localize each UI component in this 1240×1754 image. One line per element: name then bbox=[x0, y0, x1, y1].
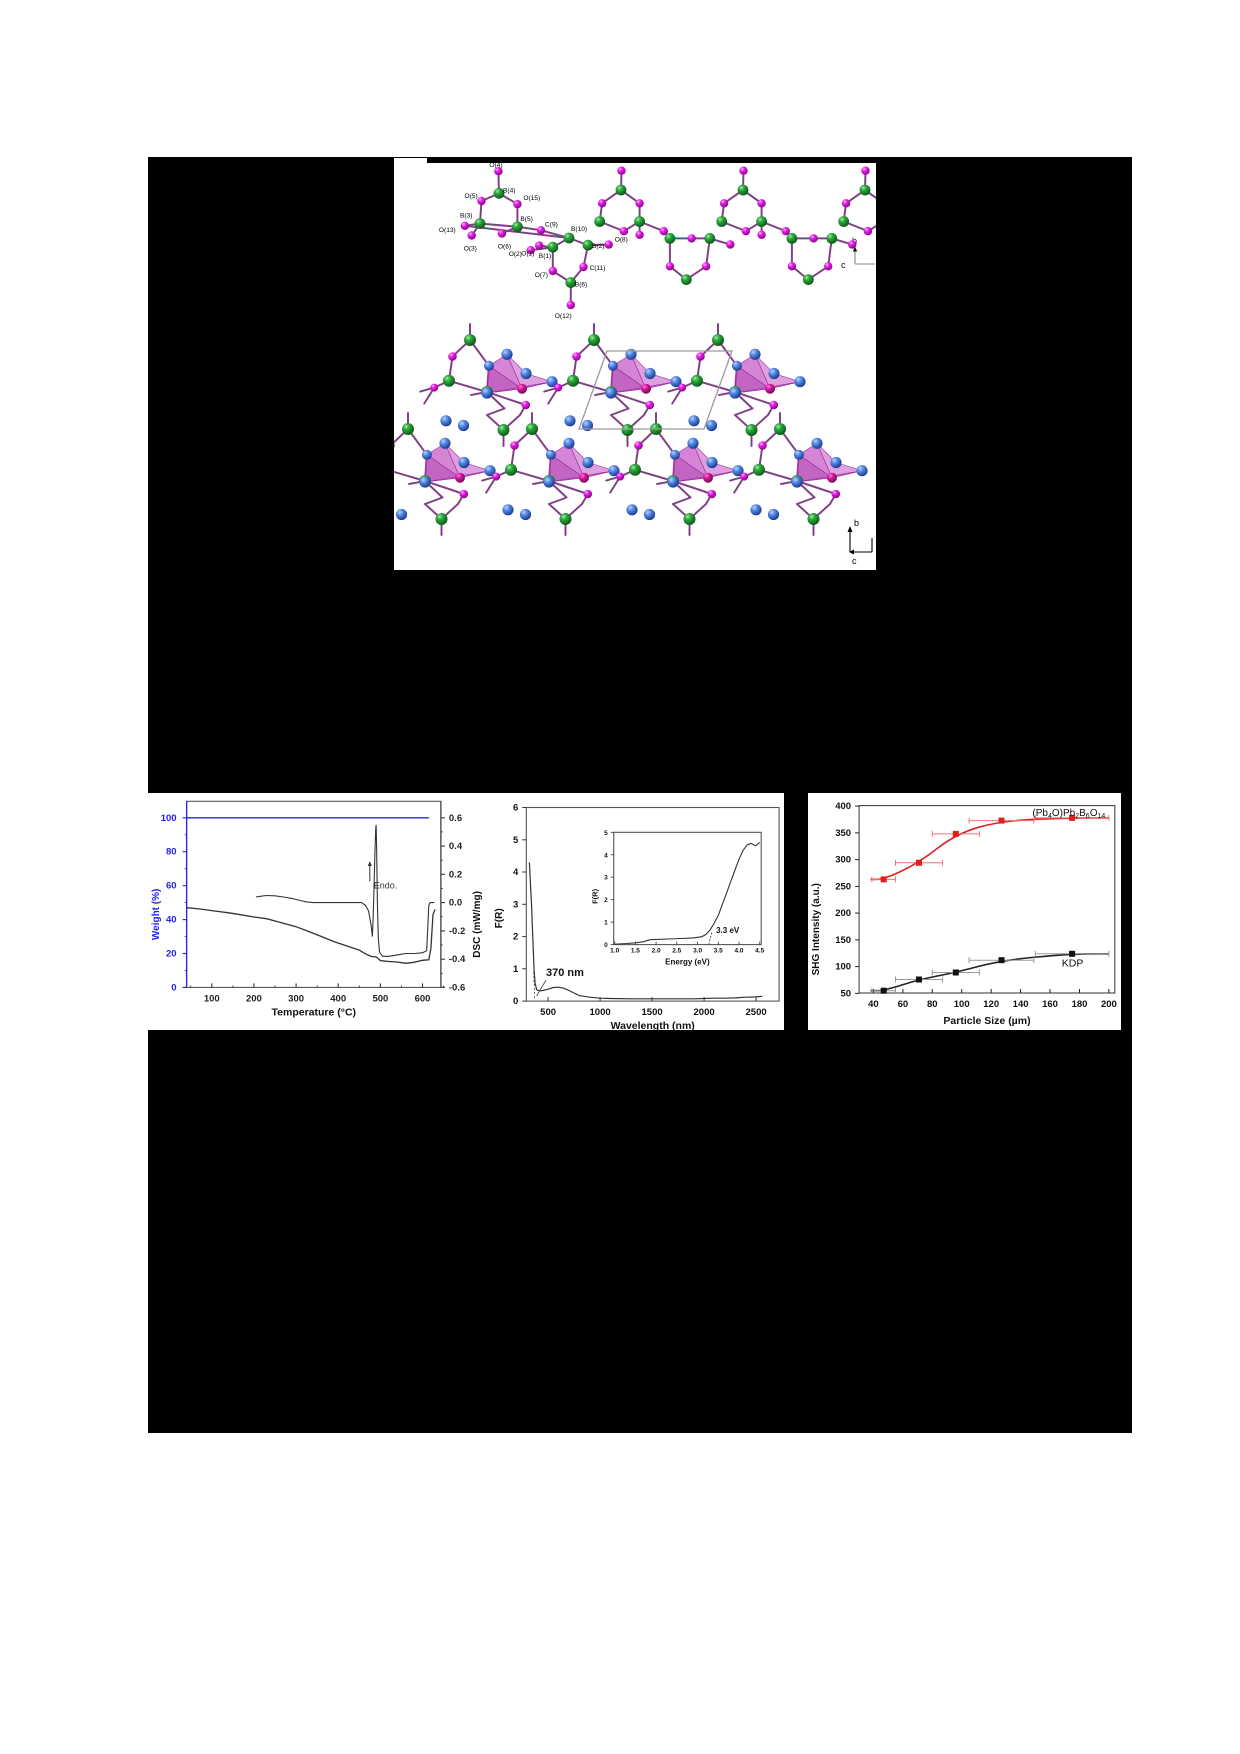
svg-text:2.5: 2.5 bbox=[672, 948, 681, 955]
svg-text:6: 6 bbox=[513, 803, 518, 814]
svg-text:3.0: 3.0 bbox=[693, 948, 702, 955]
svg-text:2: 2 bbox=[513, 932, 518, 943]
svg-text:B(10): B(10) bbox=[571, 226, 587, 233]
svg-text:350: 350 bbox=[835, 828, 851, 839]
svg-text:500: 500 bbox=[372, 993, 388, 1004]
svg-text:O(1): O(1) bbox=[521, 251, 534, 258]
svg-text:500: 500 bbox=[540, 1007, 556, 1018]
svg-text:O(7): O(7) bbox=[535, 272, 548, 279]
svg-text:400: 400 bbox=[330, 993, 346, 1004]
svg-text:1.0: 1.0 bbox=[610, 948, 619, 955]
svg-text:200: 200 bbox=[835, 908, 851, 919]
svg-text:B(2): B(2) bbox=[592, 243, 604, 250]
svg-text:40: 40 bbox=[868, 999, 879, 1010]
svg-text:5: 5 bbox=[604, 830, 608, 837]
svg-text:2000: 2000 bbox=[694, 1007, 715, 1018]
svg-text:20: 20 bbox=[166, 949, 177, 960]
svg-text:B(1): B(1) bbox=[539, 253, 551, 260]
svg-text:150: 150 bbox=[835, 935, 851, 946]
svg-text:-0.2: -0.2 bbox=[449, 926, 465, 937]
svg-text:3.3 eV: 3.3 eV bbox=[716, 926, 740, 935]
svg-text:2.0: 2.0 bbox=[652, 948, 661, 955]
svg-text:c: c bbox=[841, 260, 846, 270]
svg-text:250: 250 bbox=[835, 881, 851, 892]
svg-text:O(6): O(6) bbox=[498, 244, 511, 251]
svg-text:O(5): O(5) bbox=[465, 193, 478, 200]
svg-text:3: 3 bbox=[604, 875, 608, 882]
svg-text:1500: 1500 bbox=[642, 1007, 663, 1018]
svg-text:180: 180 bbox=[1072, 999, 1088, 1010]
svg-text:Wavelength (nm): Wavelength (nm) bbox=[611, 1020, 695, 1030]
svg-text:300: 300 bbox=[835, 855, 851, 866]
svg-text:100: 100 bbox=[204, 993, 220, 1004]
svg-text:B(5): B(5) bbox=[520, 216, 532, 223]
svg-text:KDP: KDP bbox=[1062, 958, 1084, 970]
svg-text:80: 80 bbox=[927, 999, 938, 1010]
svg-text:C(11): C(11) bbox=[590, 265, 606, 272]
svg-text:40: 40 bbox=[166, 915, 177, 926]
svg-text:0.0: 0.0 bbox=[449, 898, 462, 909]
svg-text:120: 120 bbox=[983, 999, 999, 1010]
svg-text:Particle Size (µm): Particle Size (µm) bbox=[943, 1015, 1030, 1027]
svg-text:0.4: 0.4 bbox=[449, 841, 463, 852]
svg-text:B(3): B(3) bbox=[460, 213, 472, 220]
svg-text:O(12): O(12) bbox=[555, 313, 572, 320]
svg-text:100: 100 bbox=[161, 813, 177, 824]
svg-text:3.5: 3.5 bbox=[714, 948, 723, 955]
svg-text:b: b bbox=[854, 518, 859, 528]
svg-text:-0.4: -0.4 bbox=[449, 954, 466, 965]
svg-text:100: 100 bbox=[954, 999, 970, 1010]
svg-text:DSC (mW/mg): DSC (mW/mg) bbox=[472, 891, 483, 958]
svg-text:O(15): O(15) bbox=[523, 195, 540, 202]
svg-text:0: 0 bbox=[171, 982, 176, 993]
svg-text:3: 3 bbox=[513, 899, 518, 910]
svg-text:370 nm: 370 nm bbox=[546, 967, 584, 979]
svg-text:4.0: 4.0 bbox=[734, 948, 743, 955]
svg-text:4.5: 4.5 bbox=[755, 948, 764, 955]
svg-text:C(9): C(9) bbox=[545, 221, 558, 228]
svg-text:-0.6: -0.6 bbox=[449, 982, 465, 993]
svg-text:600: 600 bbox=[415, 993, 431, 1004]
svg-text:SHG Intensity (a.u.): SHG Intensity (a.u.) bbox=[811, 883, 822, 975]
svg-text:1: 1 bbox=[513, 964, 519, 975]
svg-text:1: 1 bbox=[604, 920, 608, 927]
svg-text:4: 4 bbox=[604, 852, 608, 859]
svg-text:B(4): B(4) bbox=[503, 187, 515, 194]
svg-text:1000: 1000 bbox=[590, 1007, 611, 1018]
svg-text:0.2: 0.2 bbox=[449, 869, 462, 880]
svg-text:160: 160 bbox=[1042, 999, 1058, 1010]
svg-text:(Pb4O)Pb2B6O14: (Pb4O)Pb2B6O14 bbox=[1032, 808, 1105, 820]
svg-text:F(R): F(R) bbox=[494, 908, 505, 928]
svg-text:100: 100 bbox=[835, 962, 851, 973]
svg-text:60: 60 bbox=[166, 881, 177, 892]
svg-text:O(4): O(4) bbox=[489, 162, 502, 169]
svg-text:Endo.: Endo. bbox=[374, 881, 398, 891]
svg-text:F(R): F(R) bbox=[591, 888, 600, 903]
svg-text:O(8): O(8) bbox=[615, 237, 628, 244]
svg-text:200: 200 bbox=[246, 993, 262, 1004]
svg-text:140: 140 bbox=[1013, 999, 1029, 1010]
svg-text:B(6): B(6) bbox=[575, 282, 587, 289]
svg-text:O(2): O(2) bbox=[509, 251, 522, 258]
svg-text:60: 60 bbox=[898, 999, 909, 1010]
svg-text:O(3): O(3) bbox=[464, 246, 477, 253]
svg-text:0.6: 0.6 bbox=[449, 813, 462, 824]
svg-text:2: 2 bbox=[604, 897, 608, 904]
svg-text:400: 400 bbox=[835, 801, 851, 812]
svg-text:2500: 2500 bbox=[746, 1007, 767, 1018]
svg-text:50: 50 bbox=[841, 988, 852, 999]
svg-text:O(13): O(13) bbox=[439, 227, 456, 234]
svg-text:0: 0 bbox=[513, 996, 518, 1007]
svg-text:Weight (%): Weight (%) bbox=[151, 889, 162, 940]
svg-text:80: 80 bbox=[166, 847, 177, 858]
svg-text:c: c bbox=[852, 556, 857, 566]
svg-text:Temperature (°C): Temperature (°C) bbox=[272, 1006, 357, 1018]
svg-text:Energy (eV): Energy (eV) bbox=[665, 958, 710, 967]
svg-text:4: 4 bbox=[513, 867, 519, 878]
svg-text:200: 200 bbox=[1101, 999, 1117, 1010]
svg-text:1.5: 1.5 bbox=[631, 948, 640, 955]
svg-text:0: 0 bbox=[604, 942, 608, 949]
svg-text:5: 5 bbox=[513, 835, 519, 846]
svg-text:300: 300 bbox=[288, 993, 304, 1004]
